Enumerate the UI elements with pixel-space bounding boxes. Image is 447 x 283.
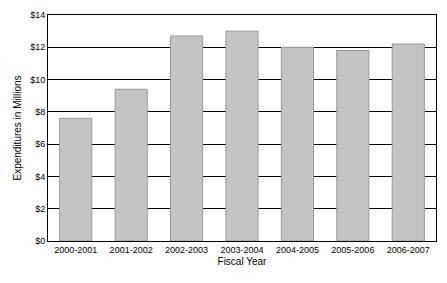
svg-text:$4: $4 xyxy=(35,172,45,182)
svg-text:$12: $12 xyxy=(30,42,45,52)
svg-text:$2: $2 xyxy=(35,204,45,214)
svg-text:2004-2005: 2004-2005 xyxy=(276,245,319,255)
svg-text:2002-2003: 2002-2003 xyxy=(165,245,208,255)
svg-text:2003-2004: 2003-2004 xyxy=(220,245,263,255)
svg-text:2000-2001: 2000-2001 xyxy=(54,245,97,255)
svg-text:$8: $8 xyxy=(35,107,45,117)
svg-text:$10: $10 xyxy=(30,75,45,85)
svg-text:2006-2007: 2006-2007 xyxy=(387,245,430,255)
svg-text:2005-2006: 2005-2006 xyxy=(331,245,374,255)
svg-text:Fiscal Year: Fiscal Year xyxy=(218,256,268,267)
svg-text:$0: $0 xyxy=(35,236,45,246)
svg-text:2001-2002: 2001-2002 xyxy=(110,245,153,255)
svg-text:$14: $14 xyxy=(30,10,45,20)
svg-text:$6: $6 xyxy=(35,139,45,149)
svg-text:Expenditures in Millions: Expenditures in Millions xyxy=(12,75,23,180)
